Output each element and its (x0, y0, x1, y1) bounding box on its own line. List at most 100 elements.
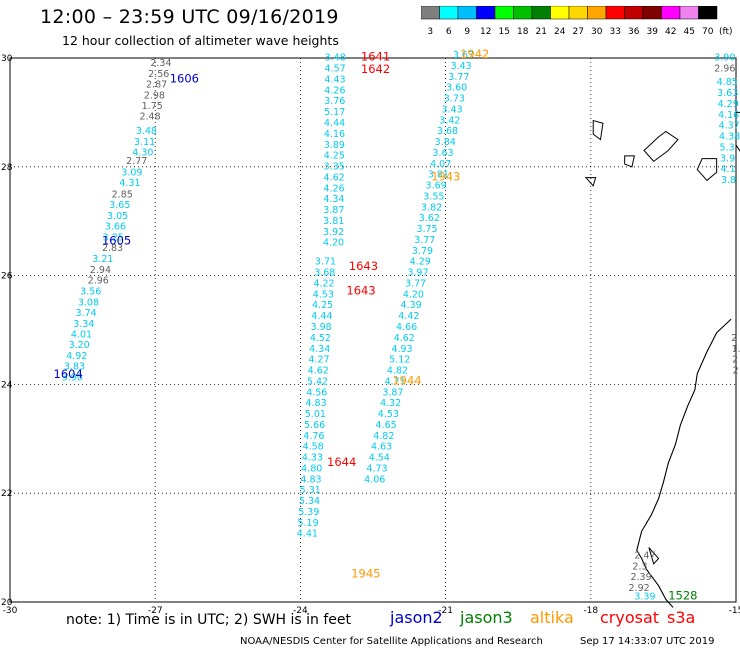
coastline (636, 318, 732, 608)
swh-value: 4.71 (385, 376, 406, 387)
swh-value: 4.41 (297, 529, 318, 540)
island-outline (643, 130, 679, 163)
swh-value: 4.26 (324, 85, 345, 96)
swh-value: 5.19 (297, 518, 318, 529)
lat-tick-label: 24 (1, 380, 13, 390)
swh-value: 3.43 (441, 104, 462, 115)
swh-value: 4.31 (119, 178, 140, 189)
swh-value: 3.09 (121, 168, 142, 179)
lon-tick-label: -21 (438, 606, 453, 616)
swh-value: 4.01 (71, 330, 92, 341)
swh-value: 4.34 (309, 344, 330, 355)
swh-value: 3.9 (720, 153, 735, 164)
legend-tick-label: 30 (591, 27, 603, 37)
swh-value: 1. (732, 344, 740, 355)
swh-value: 3.65 (109, 200, 130, 211)
swh-value: 3.66 (105, 222, 126, 233)
swh-value: 3.63 (717, 88, 738, 99)
pass-label: 1641 (361, 50, 390, 64)
swh-value: 3.69 (426, 181, 447, 192)
lon-tick-label: -27 (148, 606, 163, 616)
swh-value: 2 (733, 366, 739, 377)
island-outline (624, 155, 635, 168)
legend-tick-label: 6 (446, 27, 452, 37)
swh-value: 5.39 (298, 507, 319, 518)
swh-value: 4.32 (380, 398, 401, 409)
altimeter-map: -30-27-24-21-18-153028262422202.342.562.… (1, 47, 740, 616)
swh-value: 4.1 (721, 164, 736, 175)
swh-value: 3.75 (416, 224, 437, 235)
color-legend: 3 6 9 12 15 18 21 24 27 30 33 36 39 42 45 70 (ft) (421, 6, 733, 37)
pass-label: 1642 (361, 62, 390, 76)
swh-value: 4.80 (301, 463, 322, 474)
swh-value: 4.29 (410, 257, 431, 268)
satellite-jason2: jason2 (390, 608, 443, 627)
swh-value: 3.35 (324, 162, 345, 173)
legend-tick-label: 42 (665, 27, 676, 37)
swh-value: 2.83 (102, 243, 123, 254)
satellite-jason3: jason3 (460, 608, 513, 627)
pass-label: 1606 (170, 71, 199, 85)
swh-value: 4.65 (376, 420, 397, 431)
swh-value: 4.26 (323, 183, 344, 194)
pass-label: 1942 (460, 47, 489, 61)
pass-label: 1944 (392, 373, 421, 387)
swh-value: 3.71 (315, 257, 336, 268)
swh-value: 3.55 (423, 191, 444, 202)
lon-tick-label: -30 (3, 606, 18, 616)
swh-value: 4.82 (373, 431, 394, 442)
swh-value: 3.48 (325, 53, 346, 64)
footer-credit: NOAA/NESDIS Center for Satellite Applica… (240, 636, 543, 647)
swh-value: 4.93 (391, 344, 412, 355)
swh-value: 2.48 (139, 112, 160, 123)
swh-value: 2 (731, 333, 737, 344)
satellite-altika: altika (530, 608, 574, 627)
swh-value: 5.34 (299, 496, 320, 507)
swh-value: 3.56 (80, 287, 101, 298)
legend-tick-label: 36 (628, 27, 640, 37)
legend-tick-label: 39 (647, 27, 659, 37)
swh-value: 3.74 (76, 308, 97, 319)
swh-value: 4.25 (312, 300, 333, 311)
swh-value: 4.63 (371, 442, 392, 453)
satellite-s3a: s3a (667, 608, 696, 627)
legend-tick-label: 18 (517, 27, 529, 37)
swh-value: 3.87 (382, 387, 403, 398)
swh-value: 4.53 (378, 409, 399, 420)
swh-value: 4.20 (323, 238, 344, 249)
swh-value: 4.22 (313, 278, 334, 289)
swh-value: 3.81 (323, 216, 344, 227)
swh-value: 2.85 (112, 189, 133, 200)
swh-value: 4.83 (305, 398, 326, 409)
swh-value: 2.87 (146, 80, 167, 91)
swh-value: 3.60 (446, 83, 467, 94)
swh-value: 1.75 (142, 101, 163, 112)
legend-tick-label: 15 (499, 27, 510, 37)
swh-value: 3.63 (432, 148, 453, 159)
swh-value: 2.3 (632, 561, 647, 572)
swh-value: 3.62 (419, 213, 440, 224)
swh-value: 3.73 (444, 94, 465, 105)
swh-value: 3.20 (69, 340, 90, 351)
footer-timestamp: Sep 17 14:33:07 UTC 2019 (580, 636, 715, 647)
swh-value: 5.66 (304, 420, 325, 431)
legend-tick-label: 3 (427, 27, 433, 37)
lon-tick-label: -18 (583, 606, 598, 616)
swh-value: 3.11 (134, 137, 155, 148)
legend-tick-label: 21 (536, 27, 547, 37)
swh-value: 2.96 (88, 276, 109, 287)
swh-value: 3.77 (414, 235, 435, 246)
swh-value: 3.83 (64, 362, 85, 373)
swh-value: 5.3 (720, 142, 735, 153)
island-outline (735, 111, 740, 152)
swh-value: 2.77 (126, 156, 147, 167)
swh-value: 4.85 (717, 77, 738, 88)
lat-tick-label: 28 (1, 163, 13, 173)
lat-tick-label: 30 (1, 54, 13, 64)
swh-value: 3.25 (103, 232, 124, 243)
swh-value: 2.47 (634, 550, 655, 561)
swh-value: 4.43 (324, 74, 345, 85)
page-title: 12:00 – 23:59 UTC 09/16/2019 (40, 6, 339, 28)
legend-tick-label: 45 (684, 27, 695, 37)
swh-value: 4.16 (324, 129, 345, 140)
